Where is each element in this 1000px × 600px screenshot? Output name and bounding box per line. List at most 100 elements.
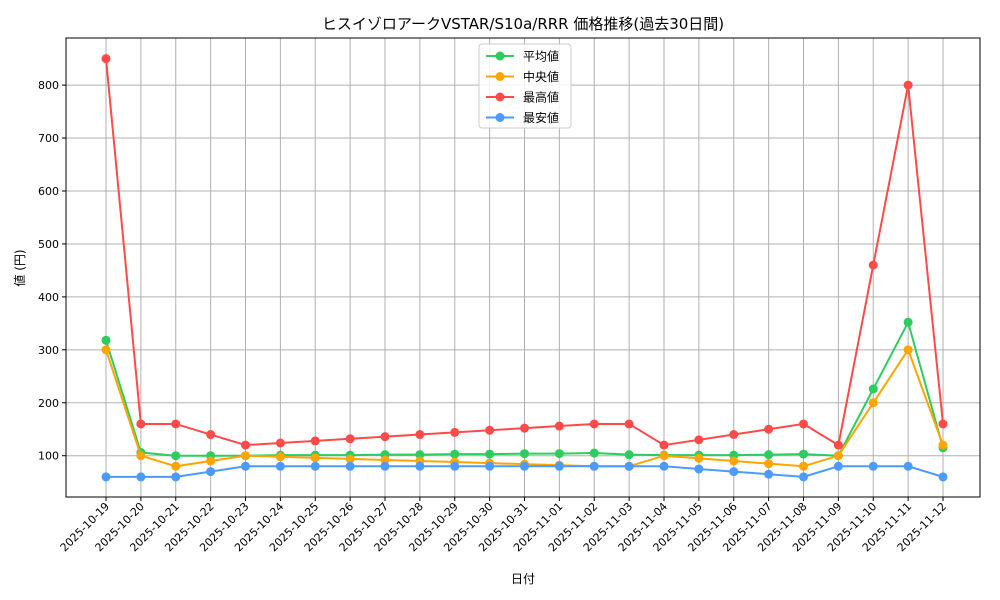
data-point [903,461,913,471]
y-tick-label: 800 [38,79,59,92]
data-point [659,461,669,471]
data-point [520,461,529,471]
data-point [554,421,564,431]
data-point [520,449,529,459]
data-point [485,425,495,435]
data-point [171,472,181,482]
legend-marker [495,113,505,122]
legend-entry: 最高値 [523,90,559,105]
data-point [206,467,216,477]
data-point [171,419,181,429]
data-point [345,434,355,444]
data-point [659,440,669,450]
data-point [868,384,878,394]
data-point [275,452,285,462]
data-point [310,461,320,471]
legend-marker [495,92,505,102]
data-point [415,461,425,471]
data-point [903,317,913,327]
y-axis-label: 値 (円) [12,249,27,286]
y-tick-label: 500 [38,238,59,251]
data-point [485,449,495,459]
data-point [799,419,808,429]
data-point [241,440,250,450]
data-point [694,435,704,445]
data-point [694,464,704,474]
data-point [938,419,948,429]
legend-marker [495,51,505,61]
data-point [833,461,843,471]
chart-title: ヒスイゾロアークVSTAR/S10a/RRR 価格推移(過去30日間) [322,15,724,33]
y-tick-label: 100 [38,450,59,463]
data-point [101,54,111,64]
data-point [450,449,460,459]
data-point [450,427,460,437]
data-point [729,456,739,466]
data-point [415,450,425,460]
data-point [520,423,529,433]
data-point [799,472,808,482]
data-point [938,440,948,450]
data-point [241,451,250,461]
data-point [241,461,250,471]
data-point [310,453,320,463]
data-point [345,461,355,471]
data-point [554,449,564,459]
data-point [206,456,216,466]
data-point [380,432,390,442]
data-point [799,461,808,471]
data-point [380,455,390,465]
data-point [275,461,285,471]
data-point [171,451,181,461]
data-point [938,472,948,482]
data-point [206,430,216,440]
data-point [450,461,460,471]
legend-box [478,43,572,129]
data-point [764,424,774,434]
data-point [903,345,913,355]
data-point [310,436,320,446]
data-point [171,461,181,471]
data-point [868,398,878,408]
data-point [136,472,146,482]
data-point [554,461,564,471]
y-tick-label: 600 [38,185,59,198]
y-tick-label: 300 [38,344,59,357]
data-point [799,449,808,459]
plot-frame [65,37,981,498]
data-point [868,260,878,270]
data-point [345,454,355,464]
data-point [275,438,285,448]
data-point [694,453,704,463]
legend-entry: 中央値 [523,69,559,84]
data-point [903,80,913,90]
data-point [101,345,111,355]
legend-entry: 平均値 [523,49,559,64]
data-point [485,461,495,471]
data-point [764,469,774,479]
data-point [624,450,634,460]
data-point [136,451,146,461]
x-axis-label: 日付 [511,572,535,586]
data-point [833,440,843,450]
data-point [589,419,599,429]
legend-marker [495,72,505,81]
data-point [729,467,739,477]
legend-entry: 最安値 [523,110,559,125]
data-point [659,451,669,461]
data-point [764,450,774,460]
data-point [833,451,843,461]
data-point [136,419,146,429]
data-point [589,461,599,471]
data-point [101,335,111,345]
data-point [868,461,878,471]
y-tick-label: 700 [38,132,59,145]
y-tick-label: 200 [38,397,59,410]
data-point [380,461,390,471]
data-point [101,472,111,482]
data-point [729,430,739,440]
y-tick-label: 400 [38,291,59,304]
data-point [624,419,634,429]
